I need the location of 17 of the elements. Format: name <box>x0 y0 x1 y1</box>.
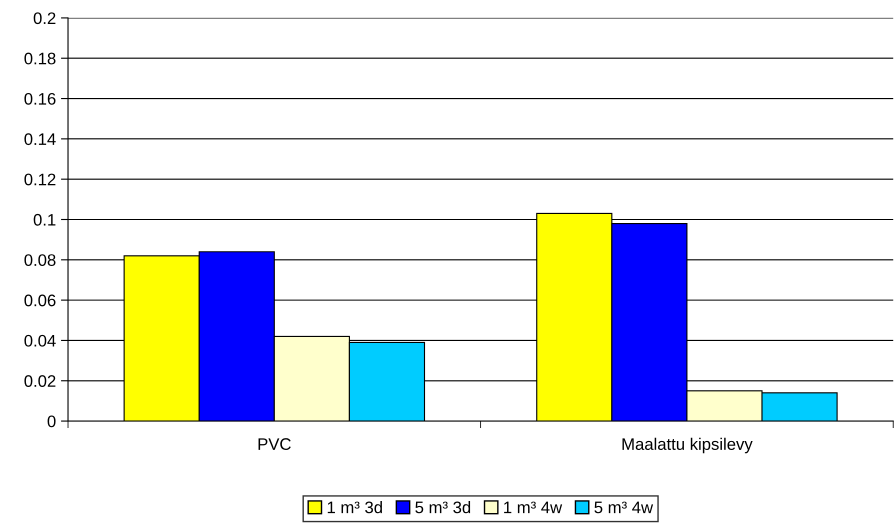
x-tick-label: PVC <box>258 438 291 450</box>
y-tick-label: 0.18 <box>24 52 56 64</box>
y-tick-label: 0.08 <box>24 254 56 266</box>
y-tick-label: 0.1 <box>34 214 56 226</box>
y-tick-label: 0.12 <box>24 174 56 186</box>
y-tick-label: 0.04 <box>24 334 56 347</box>
legend-label: 1 m³ 3d <box>328 501 382 514</box>
y-tick-label: 0.06 <box>24 294 56 306</box>
y-tick-label: 0.02 <box>24 375 56 387</box>
legend-label: 1 m³ 4w <box>504 502 562 514</box>
legend-label: 5 m³ 3d <box>415 501 470 514</box>
x-tick-label: Maalattu kipsilevy <box>622 438 753 454</box>
y-tick-label: 0 <box>48 415 56 428</box>
y-tick-label: 0.2 <box>34 12 56 24</box>
legend-label: 5 m³ 4w <box>594 502 654 514</box>
y-tick-label: 0.14 <box>24 133 56 146</box>
y-tick-label: 0.16 <box>24 92 56 105</box>
